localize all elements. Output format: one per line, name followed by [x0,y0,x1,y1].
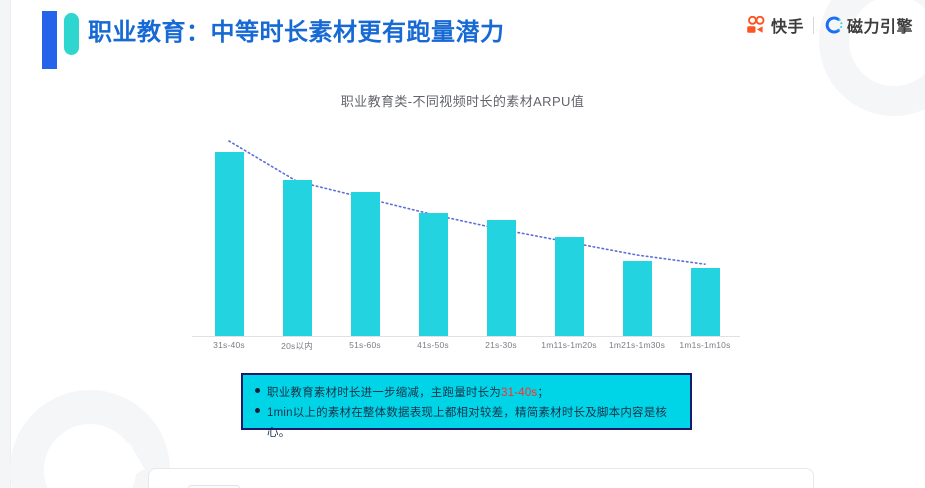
bar [214,152,244,336]
page-title: 职业教育：中等时长素材更有跑量潜力 [88,19,505,46]
callout-text: 职业教育素材时长进一步缩减，主跑量时长为31-40s； [267,383,549,403]
insight-callout-box: 职业教育素材时长进一步缩减，主跑量时长为31-40s； 1min以上的素材在整体… [241,373,692,439]
brand-magnetic-engine-label: 磁力引擎 [846,19,913,36]
magnetic-engine-logo-icon [825,16,843,34]
watermark-notch-bottom-left [91,443,145,488]
callout-line: 职业教育素材时长进一步缩减，主跑量时长为31-40s； [255,383,678,403]
x-axis-tick-label: 1m1s-1m10s [679,340,731,350]
bar [622,261,652,336]
callout-highlight: 31-40s [501,387,538,399]
x-axis-line [192,336,740,337]
x-axis-tick-label: 21s-30s [485,340,517,350]
callout-text-prefix: 职业教育素材时长进一步缩减，主跑量时长为 [267,387,501,399]
x-axis-tick-label: 41s-50s [417,340,449,350]
trend-line [228,140,706,265]
brand-kuaishou-label: 快手 [770,19,804,36]
x-axis-tick-label: 20s以内 [281,341,313,351]
bar [282,180,312,336]
brand-magnetic-engine: 磁力引擎 [823,13,913,37]
bar [554,237,584,336]
bullet-icon [255,388,260,393]
chart-title: 职业教育类-不同视频时长的素材ARPU值 [340,94,585,109]
accent-bar-cyan-icon [64,13,79,55]
brand-lockup: 快手 磁力引擎 [746,12,913,38]
callout-text-prefix: 1min以上的素材在整体数据表现上都相对较差，精简素材时长及脚本内容是核心。 [267,407,668,439]
x-axis-tick-label: 1m21s-1m30s [608,340,666,350]
watermark-ring-bottom-left [10,390,170,488]
brand-divider [812,16,814,34]
x-axis-tick-label: 31s-40s [213,340,245,350]
brand-kuaishou: 快手 [746,13,804,37]
bullet-icon [255,408,260,413]
bar [690,268,720,336]
callout-text: 1min以上的素材在整体数据表现上都相对较差，精简素材时长及脚本内容是核心。 [267,403,678,443]
slide-header: 职业教育：中等时长素材更有跑量潜力 快手 [0,0,925,69]
chart-plot-area [192,128,740,336]
x-axis-tick-label: 51s-60s [349,340,381,350]
bottom-card-chip [188,485,240,488]
title-accent-marks [42,11,86,69]
accent-bar-blue-icon [42,11,57,69]
bar [350,192,380,336]
callout-text-suffix: ； [537,387,550,399]
x-axis-tick-label: 1m11s-1m20s [541,340,597,350]
left-gutter-strip [0,0,11,488]
bar [418,213,448,336]
bottom-card [148,468,814,488]
callout-line: 1min以上的素材在整体数据表现上都相对较差，精简素材时长及脚本内容是核心。 [255,403,678,443]
bar [486,220,516,336]
kuaishou-logo-icon [747,16,765,33]
bar-chart: 31s-40s 20s以内 51s-60s 41s-50s 21s-30s 1m11s-1… [192,128,740,353]
x-axis-tick-labels: 31s-40s 20s以内 51s-60s 41s-50s 21s-30s 1m11s-1… [192,340,740,358]
